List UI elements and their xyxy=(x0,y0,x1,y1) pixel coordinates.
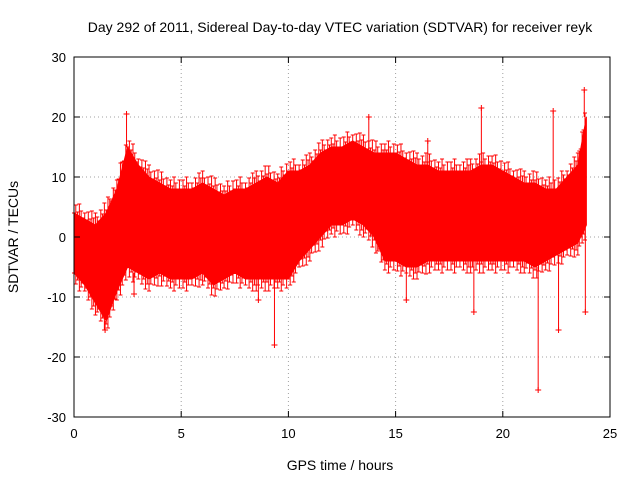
y-axis-label: SDTVAR / TECUs xyxy=(5,181,21,293)
y-tick-label: 20 xyxy=(52,110,66,125)
y-tick-label: 0 xyxy=(59,230,66,245)
x-tick-label: 15 xyxy=(388,426,402,441)
axis-ticks: 0 5 10 15 20 25 -30 -20 -10 0 10 20 30 xyxy=(47,50,617,441)
x-tick-label: 10 xyxy=(281,426,295,441)
y-tick-label: 10 xyxy=(52,170,66,185)
x-tick-label: 25 xyxy=(603,426,617,441)
y-tick-label: 30 xyxy=(52,50,66,65)
chart-title: Day 292 of 2011, Sidereal Day-to-day VTE… xyxy=(88,19,593,35)
y-tick-label: -20 xyxy=(47,350,66,365)
y-tick-label: -30 xyxy=(47,410,66,425)
x-tick-label: 5 xyxy=(178,426,185,441)
x-tick-label: 0 xyxy=(70,426,77,441)
x-axis-label: GPS time / hours xyxy=(287,457,394,473)
data-series xyxy=(72,87,589,393)
y-tick-label: -10 xyxy=(47,290,66,305)
x-tick-label: 20 xyxy=(496,426,510,441)
